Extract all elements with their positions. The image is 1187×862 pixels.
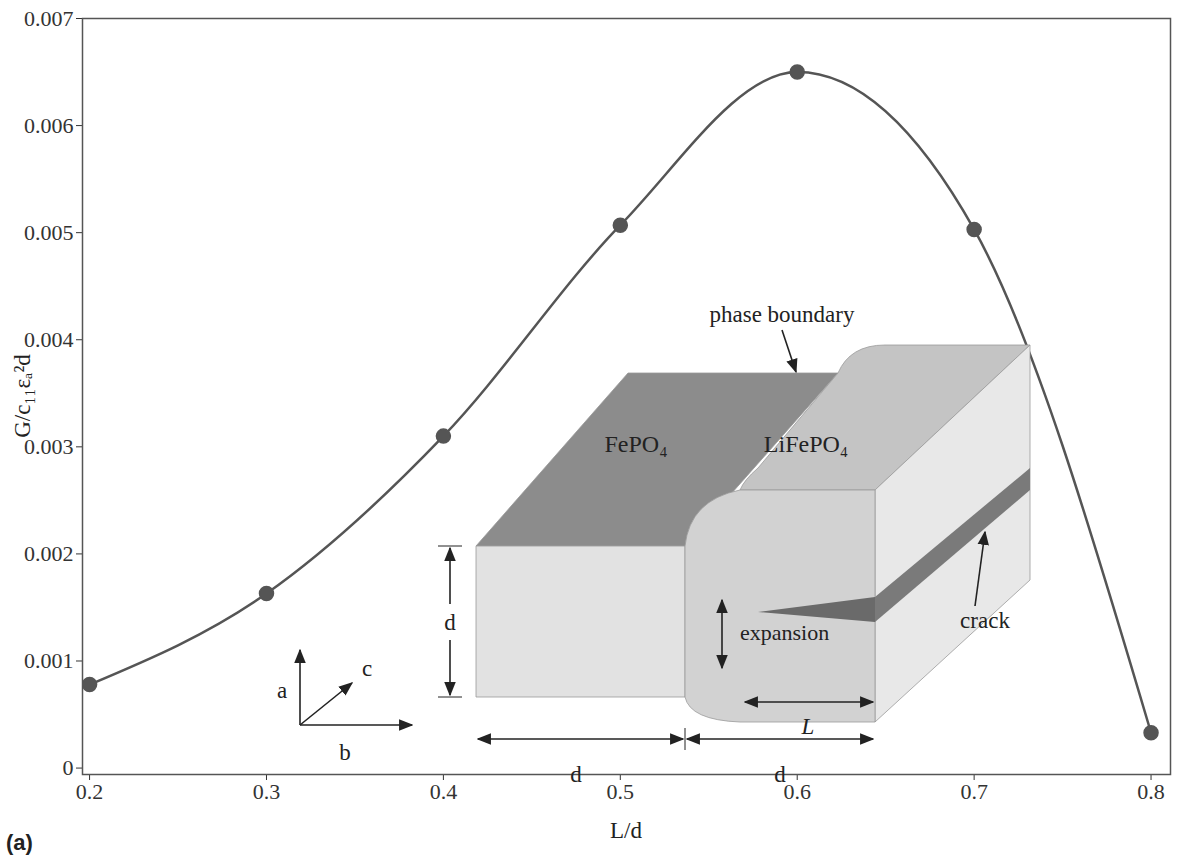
svg-text:phase boundary: phase boundary [710, 302, 855, 327]
svg-text:0.001: 0.001 [24, 648, 74, 673]
svg-text:0: 0 [63, 755, 74, 780]
svg-text:0.2: 0.2 [76, 779, 104, 804]
svg-text:0.8: 0.8 [1137, 779, 1165, 804]
svg-text:c: c [362, 656, 372, 681]
svg-text:a: a [277, 678, 287, 703]
svg-text:b: b [339, 740, 351, 765]
svg-text:0.7: 0.7 [960, 779, 988, 804]
svg-text:0.5: 0.5 [607, 779, 635, 804]
svg-text:G/c₁₁εₐ²d: G/c₁₁εₐ²d [10, 354, 35, 438]
svg-text:0.3: 0.3 [253, 779, 281, 804]
svg-text:0.4: 0.4 [430, 779, 458, 804]
svg-text:0.005: 0.005 [24, 220, 74, 245]
svg-text:0.004: 0.004 [24, 327, 74, 352]
svg-text:(a): (a) [6, 830, 33, 855]
svg-text:d: d [444, 610, 456, 635]
svg-text:LiFePO₄: LiFePO₄ [764, 431, 848, 457]
svg-text:L/d: L/d [610, 818, 642, 843]
svg-text:FePO₄: FePO₄ [604, 431, 667, 457]
svg-text:0.002: 0.002 [24, 541, 74, 566]
svg-text:L: L [801, 714, 815, 739]
svg-text:d: d [774, 762, 786, 787]
svg-text:expansion: expansion [740, 620, 829, 645]
svg-text:d: d [570, 762, 582, 787]
svg-text:0.006: 0.006 [24, 113, 74, 138]
svg-text:0.007: 0.007 [24, 6, 74, 31]
svg-text:0.6: 0.6 [783, 779, 811, 804]
svg-text:0.003: 0.003 [24, 434, 74, 459]
svg-text:crack: crack [960, 608, 1010, 633]
